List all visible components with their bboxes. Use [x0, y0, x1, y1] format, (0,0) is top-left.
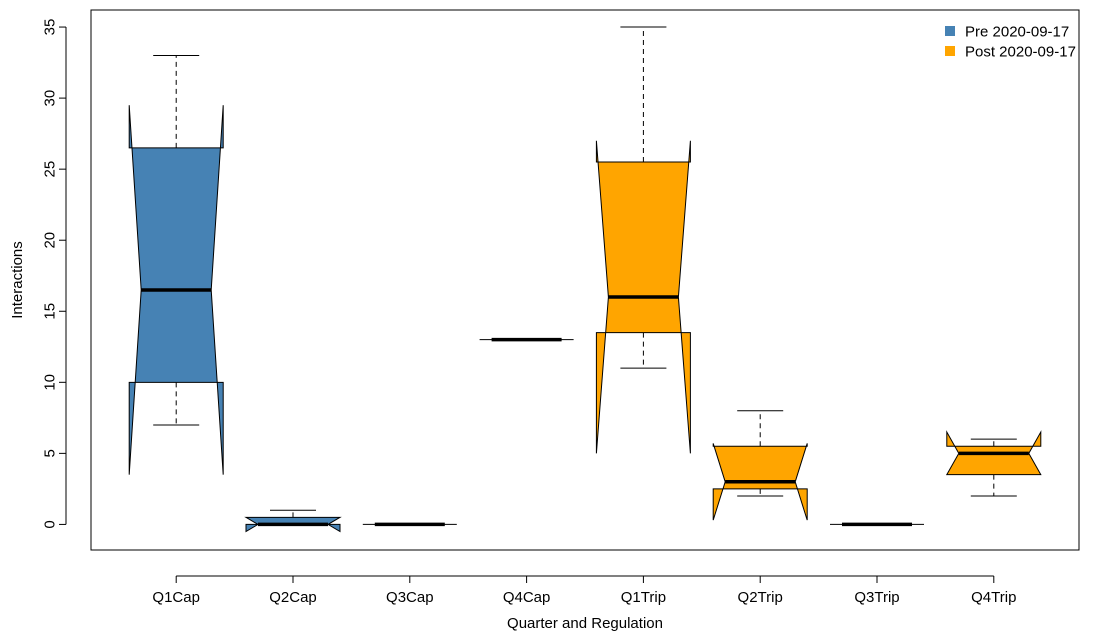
x-tick-label: Q3Cap: [386, 589, 434, 606]
y-tick-label: 10: [41, 374, 58, 391]
legend-label-pre: Pre 2020-09-17: [965, 23, 1069, 40]
x-tick-label: Q4Cap: [503, 589, 551, 606]
legend: Pre 2020-09-17 Post 2020-09-17: [945, 23, 1076, 60]
x-tick-label: Q4Trip: [971, 589, 1016, 606]
legend-swatch-post: [945, 46, 955, 56]
y-tick-label: 15: [41, 303, 58, 320]
boxes-layer: [128, 26, 1042, 533]
legend-label-post: Post 2020-09-17: [965, 43, 1076, 60]
y-tick-label: 0: [41, 520, 58, 528]
x-tick-label: Q2Cap: [269, 589, 317, 606]
y-tick-label: 25: [41, 161, 58, 178]
x-axis: Q1Cap Q2Cap Q3Cap Q4Cap Q1Trip Q2Trip Q3Trip Q4…: [152, 575, 1016, 606]
box-Q2Trip: [712, 410, 808, 521]
x-tick-label: Q3Trip: [854, 589, 899, 606]
x-tick-label: Q1Cap: [152, 589, 200, 606]
box-Q4Trip: [945, 430, 1042, 497]
y-axis-title: Interactions: [9, 241, 26, 319]
box-Q1Cap: [128, 54, 224, 475]
box-Q2Cap: [244, 509, 342, 533]
x-tick-label: Q1Trip: [621, 589, 666, 606]
y-tick-label: 35: [41, 19, 58, 36]
x-tick-label: Q2Trip: [738, 589, 783, 606]
y-tick-label: 20: [41, 232, 58, 249]
y-axis: 0 5 10 15 20 25 30 35: [41, 19, 67, 529]
y-tick-label: 30: [41, 90, 58, 107]
x-axis-title: Quarter and Regulation: [507, 615, 663, 632]
box-Q1Trip: [595, 26, 691, 454]
legend-swatch-pre: [945, 26, 955, 36]
plot-frame: [90, 9, 1080, 551]
y-tick-label: 5: [41, 449, 58, 457]
